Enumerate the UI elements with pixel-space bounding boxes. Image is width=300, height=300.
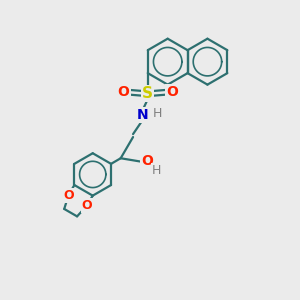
Text: O: O (118, 85, 130, 99)
Text: O: O (82, 199, 92, 212)
Text: S: S (142, 86, 153, 101)
Text: H: H (153, 107, 163, 120)
Text: O: O (63, 189, 74, 202)
Text: N: N (137, 108, 148, 122)
Text: O: O (141, 154, 153, 168)
Text: O: O (166, 85, 178, 99)
Text: H: H (152, 164, 161, 176)
